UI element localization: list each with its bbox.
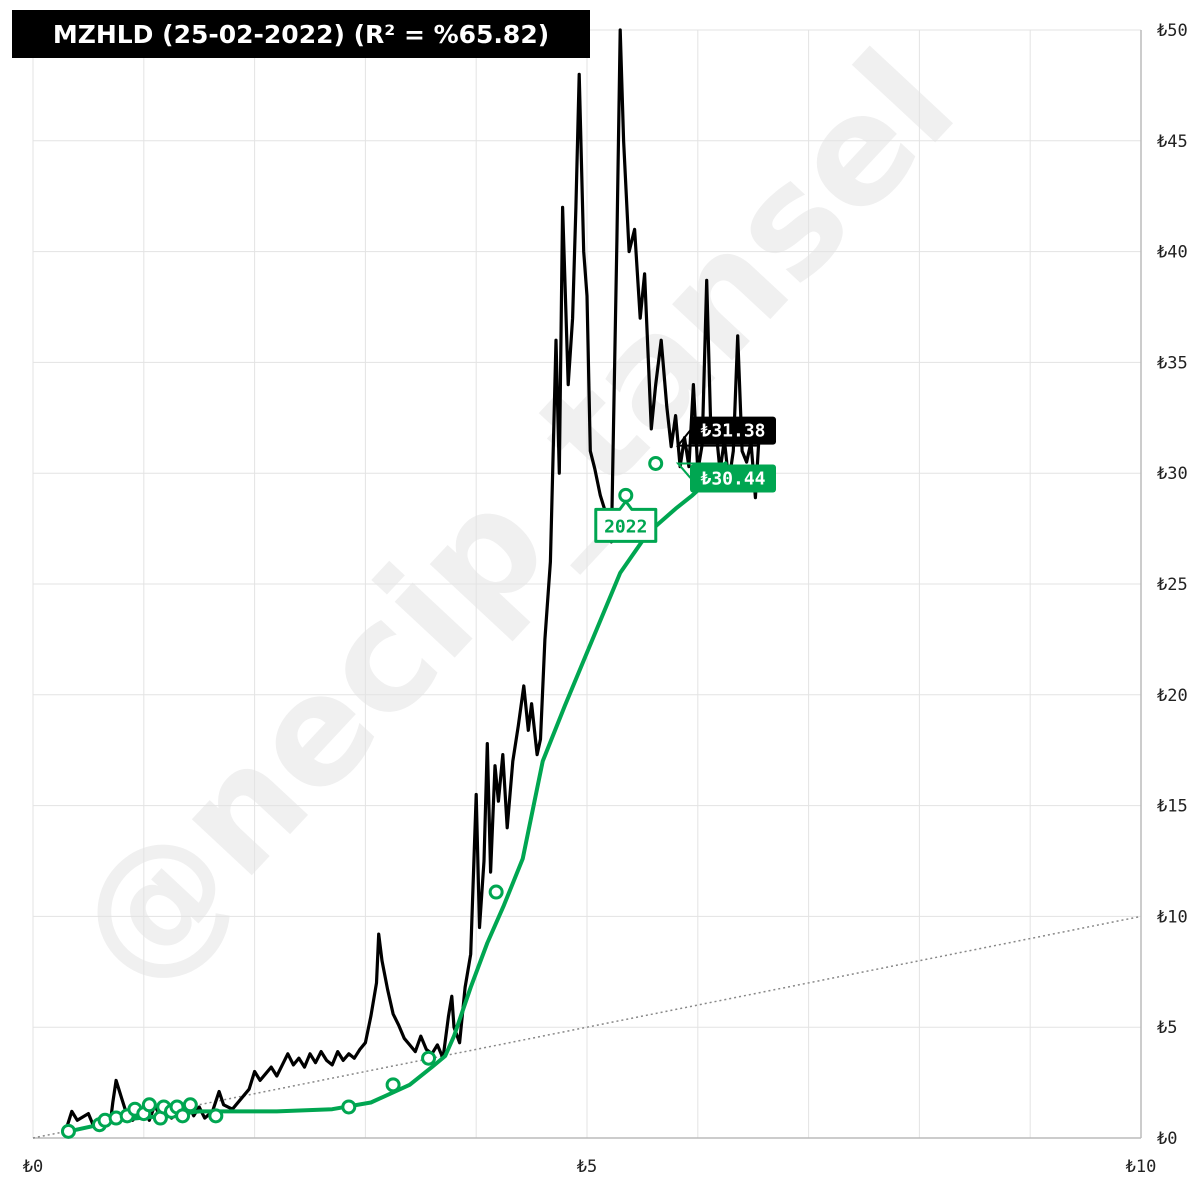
reference-diagonal-line (32, 915, 1142, 1139)
fit-marker (182, 1097, 198, 1113)
annotations: 2022 ₺31.38 ₺30.44 (594, 416, 776, 543)
y-tick-label: ₺35 (1157, 353, 1188, 373)
price-series-line (64, 28, 761, 1130)
fit-marker (648, 455, 664, 471)
price-label-box (690, 416, 776, 445)
year-label-box (594, 499, 658, 543)
x-tick-label: ₺10 (1126, 1157, 1157, 1177)
chart-title: MZHLD (25-02-2022) (R² = %65.82) (12, 10, 590, 58)
y-tick-label: ₺0 (1157, 1129, 1177, 1149)
x-tick-label: ₺0 (23, 1157, 43, 1177)
y-tick-label: ₺50 (1157, 21, 1188, 41)
x-axis-ticks: ₺0 ₺5 ₺10 (23, 1157, 1157, 1177)
y-tick-label: ₺40 (1157, 243, 1188, 263)
price-label: ₺31.38 (700, 421, 765, 442)
y-tick-label: ₺20 (1157, 686, 1188, 706)
year-label: 2022 (604, 516, 647, 537)
y-tick-label: ₺5 (1157, 1018, 1177, 1038)
y-axis-ticks: ₺0 ₺5 ₺10 ₺15 ₺20 ₺25 ₺30 ₺35 ₺40 ₺45 ₺50 (1157, 21, 1188, 1149)
y-tick-label: ₺10 (1157, 907, 1188, 927)
fit-marker (421, 1050, 437, 1066)
fit-label-box (690, 464, 776, 493)
fit-marker (60, 1123, 76, 1139)
y-tick-label: ₺15 (1157, 797, 1188, 817)
fit-series-line (66, 461, 728, 1134)
y-tick-label: ₺30 (1157, 464, 1188, 484)
y-tick-label: ₺45 (1157, 132, 1188, 152)
fit-marker (618, 487, 634, 503)
fit-label: ₺30.44 (700, 468, 765, 489)
fit-marker (341, 1099, 357, 1115)
fit-marker (141, 1097, 157, 1113)
fit-marker (208, 1108, 224, 1124)
x-tick-label: ₺5 (577, 1157, 597, 1177)
fit-marker (385, 1077, 401, 1093)
y-tick-label: ₺25 (1157, 575, 1188, 595)
grid-lines (32, 29, 1142, 1139)
fit-marker (175, 1108, 191, 1124)
fit-markers (60, 455, 664, 1139)
fit-marker (488, 884, 504, 900)
